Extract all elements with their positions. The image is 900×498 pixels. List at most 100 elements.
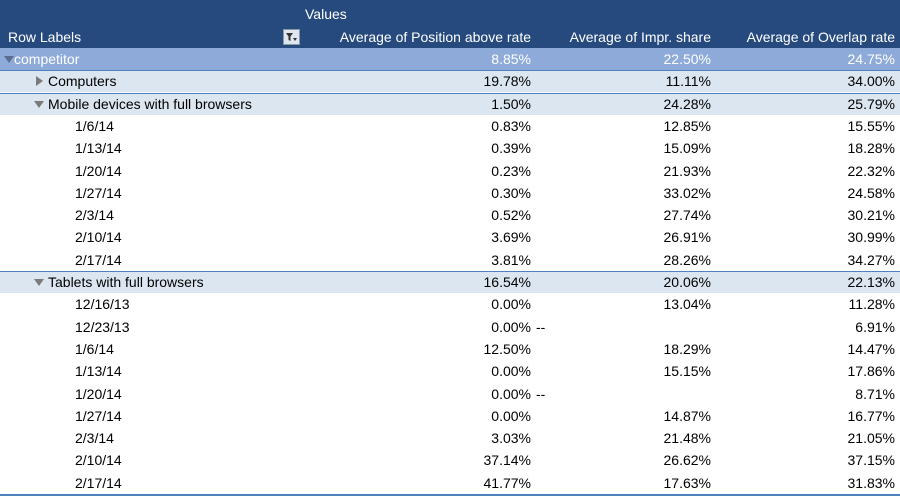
collapse-toggle[interactable] — [4, 56, 14, 63]
row-label: 1/13/14 — [75, 140, 122, 157]
cell-value: 12.50% — [483, 340, 531, 357]
table-row — [0, 137, 900, 160]
cell-value: 18.28% — [847, 140, 895, 157]
table-row — [0, 360, 900, 383]
cell-value: 16.54% — [483, 274, 531, 290]
row-label: 12/23/13 — [75, 318, 130, 335]
values-label: Values — [305, 6, 347, 22]
row-label: 2/17/14 — [75, 474, 122, 491]
cell-value: 37.15% — [847, 452, 895, 469]
cell-value: 24.75% — [847, 51, 895, 67]
table-row — [0, 404, 900, 427]
collapse-toggle[interactable] — [34, 279, 44, 286]
cell-value: 3.03% — [491, 430, 531, 447]
cell-value: 0.00% — [491, 318, 531, 335]
header-band — [0, 0, 900, 48]
column-header: Average of Impr. share — [569, 29, 711, 45]
row-label: 1/6/14 — [75, 340, 114, 357]
row-label: 2/3/14 — [75, 430, 114, 447]
row-label: Computers — [48, 73, 117, 90]
row-label: 12/16/13 — [75, 296, 130, 313]
row-label: competitor — [14, 51, 80, 67]
cell-value: 26.62% — [663, 452, 711, 469]
cell-value: 25.79% — [847, 95, 895, 112]
row-label: 1/20/14 — [75, 162, 122, 179]
row-label: 2/10/14 — [75, 229, 122, 246]
cell-value: 0.00% — [491, 385, 531, 402]
collapse-toggle[interactable] — [34, 100, 44, 108]
filter-button[interactable] — [283, 29, 300, 45]
cell-value: 14.47% — [847, 340, 895, 357]
table-row — [0, 226, 900, 249]
cell-value: 1.50% — [491, 95, 531, 112]
cell-value: 14.87% — [663, 407, 711, 424]
cell-value: 28.26% — [663, 251, 711, 268]
cell-value: 12.85% — [663, 117, 711, 134]
table-row — [0, 382, 900, 405]
cell-value: 37.14% — [483, 452, 531, 469]
cell-value: 26.91% — [663, 229, 711, 246]
row-label: Mobile devices with full browsers — [48, 95, 252, 112]
cell-value: 21.93% — [663, 162, 711, 179]
cell-value: 33.02% — [663, 184, 711, 201]
table-row — [0, 449, 900, 472]
table-row — [0, 48, 900, 70]
cell-value: 34.27% — [847, 251, 895, 268]
cell-value: 0.52% — [491, 207, 531, 224]
cell-value: 0.83% — [491, 117, 531, 134]
table-row — [0, 337, 900, 360]
column-header: Average of Position above rate — [339, 29, 531, 45]
row-label: 1/27/14 — [75, 407, 122, 424]
cell-value: 17.86% — [847, 363, 895, 380]
cell-value: 15.55% — [847, 117, 895, 134]
cell-value: 0.00% — [491, 296, 531, 313]
cell-value: 0.00% — [491, 363, 531, 380]
cell-value: 30.99% — [847, 229, 895, 246]
row-label: Tablets with full browsers — [48, 274, 204, 290]
row-label: 1/13/14 — [75, 363, 122, 380]
row-label: 2/10/14 — [75, 452, 122, 469]
table-bottom-border — [0, 494, 900, 496]
table-row — [0, 271, 900, 293]
cell-value: 27.74% — [663, 207, 711, 224]
cell-value: 13.04% — [663, 296, 711, 313]
cell-value: 6.91% — [855, 318, 895, 335]
cell-value: 22.13% — [847, 274, 895, 290]
cell-value: -- — [536, 318, 546, 335]
cell-value: 21.05% — [847, 430, 895, 447]
cell-value: 22.50% — [663, 51, 711, 67]
cell-value: 22.32% — [847, 162, 895, 179]
column-header: Average of Overlap rate — [746, 29, 895, 45]
table-row — [0, 427, 900, 450]
cell-value: 3.81% — [491, 251, 531, 268]
cell-value: 21.48% — [663, 430, 711, 447]
cell-value: 8.71% — [855, 385, 895, 402]
cell-value: 11.11% — [665, 73, 711, 90]
row-label: 1/6/14 — [75, 117, 114, 134]
cell-value: 18.29% — [663, 340, 711, 357]
table-row — [0, 248, 900, 271]
cell-value: 30.21% — [847, 207, 895, 224]
cell-value: 0.39% — [491, 140, 531, 157]
cell-value: 11.28% — [848, 296, 895, 313]
cell-value: 24.58% — [847, 184, 895, 201]
row-label: 1/20/14 — [75, 385, 122, 402]
cell-value: 16.77% — [847, 407, 895, 424]
cell-value: 15.09% — [663, 140, 711, 157]
cell-value: 31.83% — [847, 474, 895, 491]
table-row — [0, 70, 900, 93]
row-labels-header: Row Labels — [8, 29, 82, 45]
table-row — [0, 204, 900, 227]
cell-value: 0.23% — [491, 162, 531, 179]
cell-value: 0.00% — [491, 407, 531, 424]
row-label: 2/3/14 — [75, 207, 114, 224]
expand-toggle[interactable] — [36, 76, 43, 87]
table-row — [0, 114, 900, 137]
cell-value: 34.00% — [847, 73, 895, 90]
cell-value: 15.15% — [663, 363, 711, 380]
cell-value: 3.69% — [491, 229, 531, 246]
table-row — [0, 471, 900, 494]
table-row — [0, 293, 900, 316]
table-row — [0, 315, 900, 338]
